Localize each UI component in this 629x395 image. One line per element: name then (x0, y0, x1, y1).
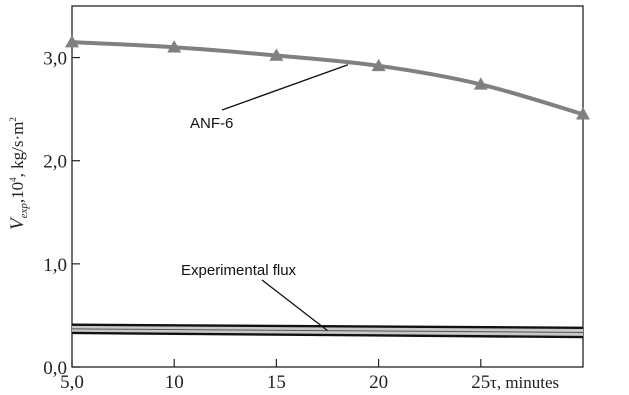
y-axis-label: Vexp,104, kg/s·m2 (7, 117, 30, 230)
x-tick-label-1: 10 (165, 372, 184, 393)
series-0-point-5 (576, 107, 590, 120)
x-tick-label-4: 25 (471, 372, 490, 393)
y-tick-label-0: 0,0 (43, 358, 67, 379)
series-line-0 (71, 40, 584, 117)
experimental-flux-leader-line (261, 279, 328, 332)
y-tick-label-1: 1,0 (43, 255, 67, 276)
y-label-unit-exponent: 2 (8, 117, 18, 122)
x-axis-ticks: 5,0 10 15 20 25 (60, 359, 490, 393)
y-axis-ticks: 0,0 1,0 2,0 3,0 (43, 49, 80, 379)
series-layer (65, 35, 590, 120)
experimental-flux-band (71, 323, 584, 339)
x-tick-label-2: 15 (267, 372, 286, 393)
experimental-flux-label: Experimental flux (181, 262, 297, 279)
series-0-point-4 (473, 77, 488, 90)
band-lower-line (71, 331, 584, 339)
y-label-scale-exponent: 4 (8, 177, 18, 182)
y-label-subscript: exp (18, 203, 30, 219)
x-tick-label-0: 5,0 (60, 372, 84, 393)
series-0-point-1 (167, 40, 182, 53)
series-0-point-3 (371, 58, 386, 72)
y-label-variable: V (7, 216, 28, 230)
y-tick-label-3: 3,0 (43, 49, 67, 70)
series-0-point-0 (65, 35, 79, 48)
anf6-label: ANF-6 (190, 115, 233, 132)
y-label-scale: ,10 (8, 182, 27, 203)
x-axis-label: τ, minutes (490, 373, 559, 392)
plot-frame (71, 5, 584, 368)
annotation-layer: ANF-6 Experimental flux (181, 64, 349, 332)
band-upper-line (71, 323, 584, 330)
y-label-unit: , kg/s·m (8, 122, 27, 178)
anf6-leader-line (221, 64, 349, 111)
x-tick-label-3: 20 (369, 372, 388, 393)
series-0-point-2 (269, 48, 284, 61)
y-tick-label-2: 2,0 (43, 152, 67, 173)
